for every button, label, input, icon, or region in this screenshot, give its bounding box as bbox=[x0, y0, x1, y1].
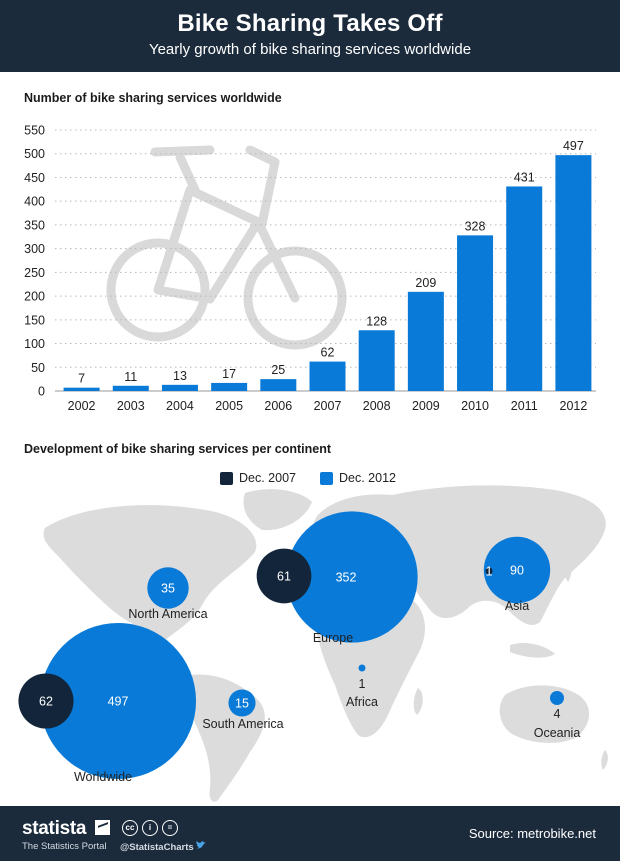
bubble-2012-europe[interactable] bbox=[286, 511, 418, 643]
bubble-2012-label: 35 bbox=[161, 582, 175, 596]
bar-value-label: 25 bbox=[271, 363, 285, 377]
y-tick-label: 450 bbox=[24, 171, 45, 185]
twitter-bird-icon bbox=[196, 841, 207, 849]
bubble-2007-worldwide[interactable] bbox=[18, 673, 74, 729]
bar-value-label: 17 bbox=[222, 367, 236, 381]
bubble-2007-asia[interactable] bbox=[485, 567, 493, 575]
region-name-north-america: North America bbox=[128, 607, 207, 621]
bar-2010[interactable] bbox=[457, 235, 494, 391]
bubble-2012-label: 90 bbox=[510, 564, 524, 578]
bar-value-label: 11 bbox=[124, 370, 137, 384]
page-title: Bike Sharing Takes Off bbox=[177, 10, 443, 37]
y-tick-label: 400 bbox=[24, 195, 45, 209]
region-name-europe: Europe bbox=[313, 631, 353, 645]
legend-item-2012: Dec. 2012 bbox=[320, 471, 396, 485]
bar-2002[interactable] bbox=[63, 387, 100, 391]
bar-value-label: 497 bbox=[563, 139, 584, 153]
bubble-2012-africa[interactable] bbox=[358, 664, 366, 672]
region-name-worldwide: Worldwide bbox=[74, 770, 132, 784]
attribution-icon[interactable]: i bbox=[142, 820, 158, 836]
x-tick-label: 2005 bbox=[215, 399, 243, 413]
bar-value-label: 13 bbox=[173, 369, 187, 383]
legend-swatch-2007 bbox=[220, 471, 233, 485]
y-tick-label: 200 bbox=[24, 290, 45, 304]
legend-swatch-2012 bbox=[320, 471, 333, 485]
bar-value-label: 431 bbox=[514, 170, 535, 184]
source-note: Source: metrobike.net bbox=[468, 826, 596, 841]
y-tick-label: 250 bbox=[24, 266, 45, 280]
twitter-handle[interactable]: @StatistaCharts bbox=[120, 841, 207, 853]
bar-2012[interactable] bbox=[555, 155, 592, 391]
bar-2003[interactable] bbox=[112, 385, 149, 391]
bubble-2007-europe[interactable] bbox=[256, 548, 312, 604]
bar-value-label: 328 bbox=[465, 219, 486, 233]
bubble-2012-asia[interactable] bbox=[483, 536, 551, 604]
bubble-2012-label: 15 bbox=[235, 697, 249, 711]
legend-label-2007: Dec. 2007 bbox=[239, 471, 296, 485]
map-chart-title: Development of bike sharing services per… bbox=[24, 442, 332, 456]
bubble-2012-north-america[interactable] bbox=[147, 567, 189, 609]
x-tick-label: 2003 bbox=[117, 399, 145, 413]
bubble-2007-label: 1 bbox=[486, 565, 493, 579]
world-map: 35 North America 61 352 Europe 1 90 Asia 15 South… bbox=[18, 485, 608, 802]
bubble-2012-south-america[interactable] bbox=[228, 689, 256, 717]
y-tick-label: 550 bbox=[24, 124, 45, 138]
x-tick-label: 2008 bbox=[363, 399, 391, 413]
y-tick-label: 50 bbox=[31, 361, 45, 375]
bubble-2012-worldwide[interactable] bbox=[39, 622, 197, 780]
legend-label-2012: Dec. 2012 bbox=[339, 471, 396, 485]
bar-2005[interactable] bbox=[211, 382, 248, 391]
bubble-2012-label: 352 bbox=[336, 571, 357, 585]
x-tick-label: 2006 bbox=[264, 399, 292, 413]
bar-value-label: 62 bbox=[321, 346, 335, 360]
x-tick-label: 2012 bbox=[560, 399, 588, 413]
y-tick-label: 300 bbox=[24, 242, 45, 256]
bar-2004[interactable] bbox=[161, 384, 198, 391]
region-name-south-america: South America bbox=[202, 717, 283, 731]
no-derivatives-icon[interactable]: = bbox=[162, 820, 178, 836]
y-tick-label: 150 bbox=[24, 313, 45, 327]
x-tick-label: 2004 bbox=[166, 399, 194, 413]
x-tick-label: 2002 bbox=[68, 399, 96, 413]
footer-tagline: The Statistics Portal bbox=[22, 841, 107, 852]
twitter-handle-text: @StatistaCharts bbox=[120, 842, 194, 853]
region-name-oceania: Oceania bbox=[534, 726, 581, 740]
region-name-asia: Asia bbox=[505, 599, 529, 613]
statista-logo[interactable]: statista bbox=[22, 818, 87, 839]
bubble-2012-label: 4 bbox=[554, 707, 561, 721]
bubble-2012-oceania[interactable] bbox=[550, 691, 564, 705]
bubble-2012-label: 1 bbox=[359, 677, 366, 691]
footer: statista The Statistics Portal cc i = @S… bbox=[0, 806, 620, 861]
bicycle-icon bbox=[106, 145, 347, 350]
bar-2009[interactable] bbox=[407, 291, 444, 391]
x-tick-label: 2010 bbox=[461, 399, 489, 413]
bar-chart-title: Number of bike sharing services worldwid… bbox=[24, 91, 282, 105]
y-tick-label: 500 bbox=[24, 147, 45, 161]
page-subtitle: Yearly growth of bike sharing services w… bbox=[148, 41, 472, 58]
x-tick-label: 2011 bbox=[511, 399, 538, 413]
bubble-2007-label: 62 bbox=[39, 695, 53, 709]
bar-2011[interactable] bbox=[506, 186, 543, 391]
x-tick-label: 2007 bbox=[314, 399, 342, 413]
bar-2008[interactable] bbox=[358, 330, 395, 391]
bar-value-label: 128 bbox=[366, 314, 387, 328]
legend-item-2007: Dec. 2007 bbox=[220, 471, 296, 485]
bar-2006[interactable] bbox=[260, 379, 297, 391]
bar-value-label: 209 bbox=[415, 276, 436, 290]
region-name-africa: Africa bbox=[346, 695, 378, 709]
header: Bike Sharing Takes Off Yearly growth of … bbox=[0, 0, 620, 72]
bar-2007[interactable] bbox=[309, 361, 346, 391]
bubble-2007-label: 61 bbox=[277, 570, 291, 584]
x-tick-label: 2009 bbox=[412, 399, 440, 413]
bar-value-label: 7 bbox=[78, 372, 85, 386]
cc-license-icon[interactable]: cc bbox=[122, 820, 138, 836]
y-tick-label: 100 bbox=[24, 337, 45, 351]
y-tick-label: 0 bbox=[38, 385, 45, 399]
y-tick-label: 350 bbox=[24, 218, 45, 232]
bubble-2012-label: 497 bbox=[108, 695, 129, 709]
statista-logo-icon bbox=[95, 820, 110, 835]
